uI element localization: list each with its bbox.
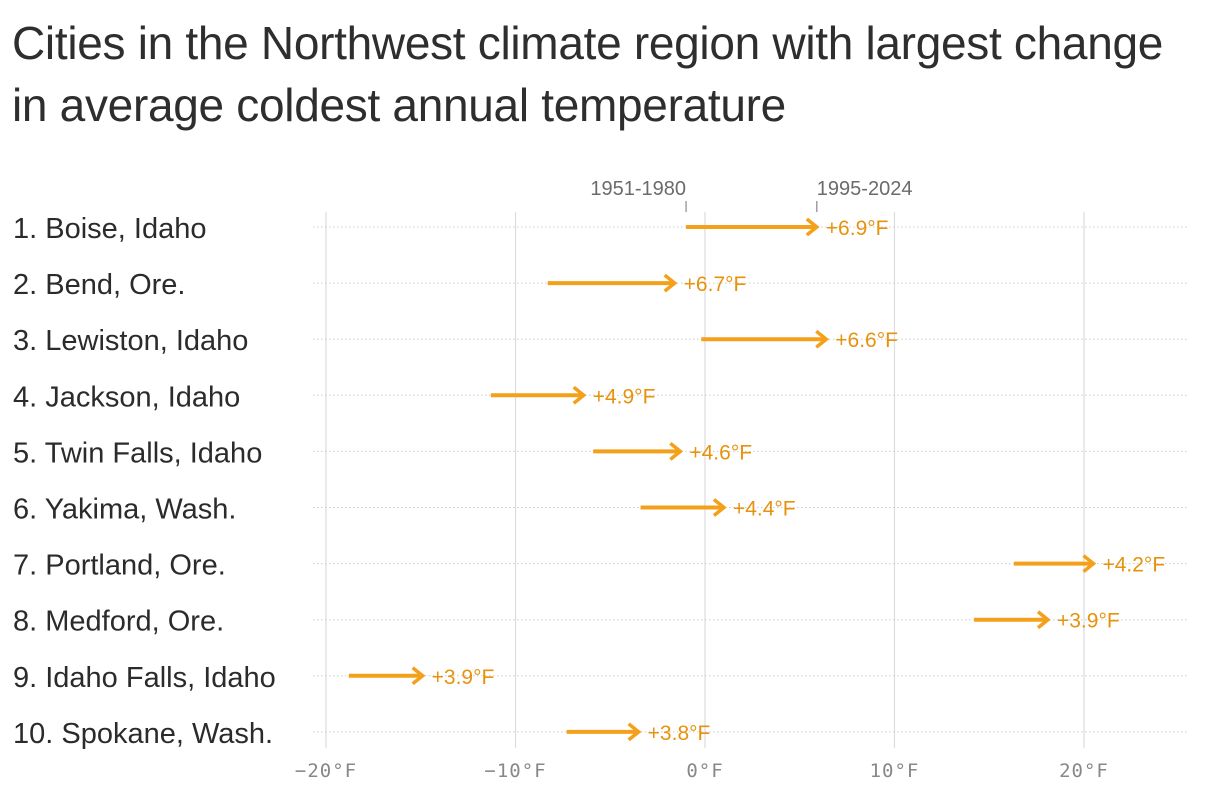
chart-row: 9. Idaho Falls, Idaho +3.9°F bbox=[13, 662, 1188, 694]
grid-layer bbox=[325, 212, 1085, 748]
row-label: 6. Yakima, Wash. bbox=[13, 494, 237, 526]
row-label: 7. Portland, Ore. bbox=[13, 550, 226, 582]
x-axis: −20°F −10°F 0°F 10°F 20°F bbox=[295, 760, 1109, 782]
change-value-label: +6.9°F bbox=[826, 217, 889, 240]
change-arrow-head bbox=[669, 442, 684, 461]
legend-end-label: 1995-2024 bbox=[817, 178, 913, 200]
change-value-label: +3.9°F bbox=[432, 666, 495, 689]
legend-start-label: 1951-1980 bbox=[590, 178, 686, 200]
chart-row: 5. Twin Falls, Idaho +4.6°F bbox=[13, 437, 1188, 469]
chart-row: 1. Boise, Idaho +6.9°F bbox=[13, 213, 1188, 245]
x-tick-label: −20°F bbox=[295, 760, 357, 782]
row-label: 1. Boise, Idaho bbox=[13, 213, 206, 245]
row-label: 2. Bend, Ore. bbox=[13, 269, 186, 301]
rows-layer: 1. Boise, Idaho +6.9°F 2. Bend, Ore. +6.7°F… bbox=[13, 213, 1188, 750]
row-label: 9. Idaho Falls, Idaho bbox=[13, 662, 276, 694]
change-value-label: +4.2°F bbox=[1102, 554, 1165, 577]
change-value-label: +4.9°F bbox=[593, 385, 656, 408]
change-arrow-head bbox=[627, 722, 642, 742]
chart-title: Cities in the Northwest climate region w… bbox=[12, 17, 1164, 131]
change-arrow-head bbox=[411, 666, 426, 686]
chart-row: 10. Spokane, Wash. +3.8°F bbox=[13, 718, 1188, 750]
change-arrow-head bbox=[1036, 610, 1051, 630]
row-label: 3. Lewiston, Idaho bbox=[13, 325, 248, 357]
change-arrow-head bbox=[815, 329, 830, 349]
change-value-label: +3.9°F bbox=[1057, 610, 1120, 633]
change-arrow-head bbox=[805, 217, 820, 237]
change-value-label: +3.8°F bbox=[648, 722, 711, 745]
x-tick-label: 0°F bbox=[686, 760, 723, 782]
chart-row: 7. Portland, Ore. +4.2°F bbox=[13, 550, 1188, 582]
chart-row: 2. Bend, Ore. +6.7°F bbox=[13, 269, 1188, 301]
change-arrow-head bbox=[712, 498, 727, 517]
x-tick-label: 10°F bbox=[870, 760, 920, 782]
row-label: 5. Twin Falls, Idaho bbox=[13, 437, 262, 469]
chart-row: 8. Medford, Ore. +3.9°F bbox=[13, 606, 1188, 638]
x-tick-label: −10°F bbox=[484, 760, 546, 782]
legend-layer: 1951-1980 1995-2024 bbox=[590, 178, 912, 212]
chart-row: 4. Jackson, Idaho +4.9°F bbox=[13, 381, 1188, 413]
change-value-label: +4.4°F bbox=[733, 498, 796, 521]
chart-row: 3. Lewiston, Idaho +6.6°F bbox=[13, 325, 1188, 357]
change-arrow-head bbox=[663, 273, 678, 293]
row-label: 4. Jackson, Idaho bbox=[13, 381, 240, 413]
change-value-label: +6.6°F bbox=[835, 329, 898, 352]
change-value-label: +6.7°F bbox=[684, 273, 747, 296]
row-label: 8. Medford, Ore. bbox=[13, 606, 224, 638]
chart-row: 6. Yakima, Wash. +4.4°F bbox=[13, 494, 1188, 526]
x-tick-label: 20°F bbox=[1059, 760, 1109, 782]
row-label: 10. Spokane, Wash. bbox=[13, 718, 273, 750]
change-value-label: +4.6°F bbox=[689, 441, 752, 464]
change-arrow-head bbox=[1082, 554, 1097, 573]
change-arrow-head bbox=[572, 385, 587, 405]
